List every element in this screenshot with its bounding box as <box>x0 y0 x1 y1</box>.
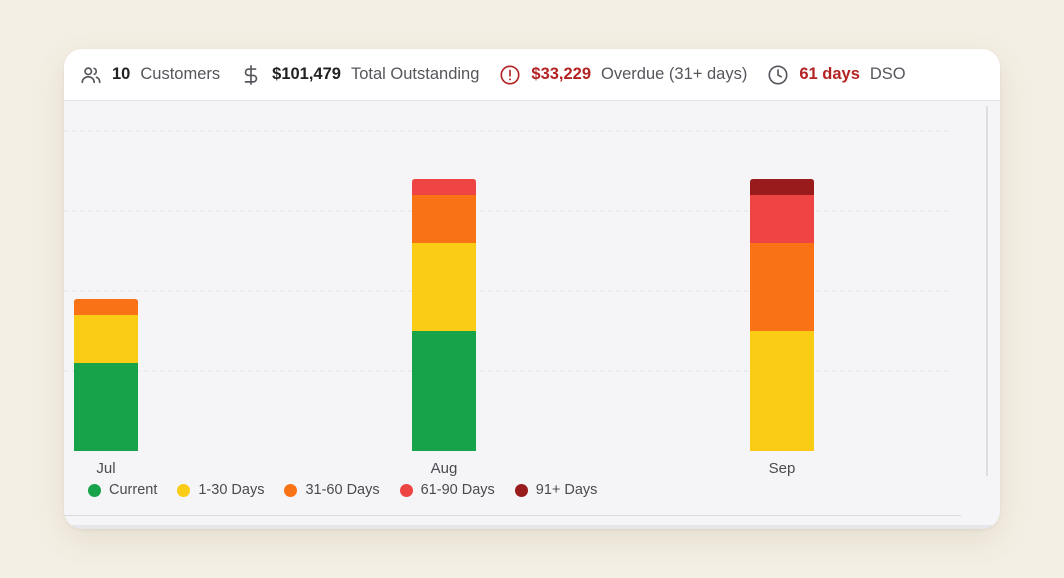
bar-segment-aug-1-30-days[interactable] <box>412 243 476 331</box>
stat-overdue: $33,229 Overdue (31+ days) <box>499 64 747 86</box>
bar-segment-sep-61-90-days[interactable] <box>750 195 814 243</box>
dso-label: DSO <box>869 65 906 83</box>
legend-divider <box>64 515 961 516</box>
stat-dso: 61 days DSO <box>767 64 906 86</box>
bar-segment-jul-1-30-days[interactable] <box>74 315 138 363</box>
legend-label: 1-30 Days <box>198 482 265 498</box>
legend-swatch <box>284 483 298 497</box>
bar-segment-jul-31-60-days[interactable] <box>74 299 138 315</box>
legend-item-1-30-days[interactable]: 1-30 Days <box>177 482 264 498</box>
total-outstanding-value: $101,479 <box>272 65 341 83</box>
legend-label: 61-90 Days <box>420 482 495 498</box>
card-bottom-edge <box>64 525 1000 529</box>
legend-swatch <box>514 483 528 497</box>
legend-label: Current <box>109 482 158 498</box>
legend-item-91-days[interactable]: 91+ Days <box>514 482 598 498</box>
clock-icon <box>767 64 789 86</box>
legend-item-31-60-days[interactable]: 31-60 Days <box>284 482 380 498</box>
x-tick-label: Aug <box>431 460 458 477</box>
dollar-icon <box>240 64 262 86</box>
total-outstanding-label: Total Outstanding <box>350 65 480 83</box>
legend-item-61-90-days[interactable]: 61-90 Days <box>399 482 495 498</box>
bar-segment-sep-31-60-days[interactable] <box>750 243 814 331</box>
legend-label: 91+ Days <box>535 482 598 498</box>
x-tick-label: Sep <box>769 460 796 477</box>
stat-customers: 10 Customers <box>80 64 220 86</box>
legend-swatch <box>177 483 191 497</box>
chart-area: Jul Aug Sep <box>64 102 1000 516</box>
alert-circle-icon <box>499 64 521 86</box>
legend-swatch <box>88 483 101 497</box>
bar-segment-aug-current[interactable] <box>412 331 476 451</box>
bar-segment-aug-61-90-days[interactable] <box>412 179 476 195</box>
x-tick-label: Jul <box>96 460 115 477</box>
dso-value: 61 days <box>799 65 860 83</box>
customers-count: 10 <box>112 65 131 83</box>
summary-stats-bar: 10 Customers $101,479 Total Outstanding <box>64 49 1000 101</box>
chart-scrollbar-track[interactable] <box>986 106 988 476</box>
bar-segment-aug-31-60-days[interactable] <box>412 195 476 243</box>
stat-outstanding: $101,479 Total Outstanding <box>240 64 479 86</box>
legend-swatch <box>399 483 413 497</box>
customers-label: Customers <box>140 65 221 83</box>
bar-segment-jul-current[interactable] <box>74 363 138 451</box>
bar-segment-sep-1-30-days[interactable] <box>750 331 814 451</box>
users-icon <box>80 64 102 86</box>
bar-segment-sep-91-days[interactable] <box>750 179 814 195</box>
overdue-label: Overdue (31+ days) <box>601 65 748 83</box>
legend-label: 31-60 Days <box>305 482 380 498</box>
chart-legend: Current 1-30 Days 31-60 Days 61-90 Days 91+ … <box>88 475 617 505</box>
aging-card: 10 Customers $101,479 Total Outstanding <box>64 49 1000 529</box>
overdue-value: $33,229 <box>531 65 592 83</box>
legend-item-current[interactable]: Current <box>88 482 157 498</box>
aging-bar-chart: Jul Aug Sep <box>64 130 948 477</box>
